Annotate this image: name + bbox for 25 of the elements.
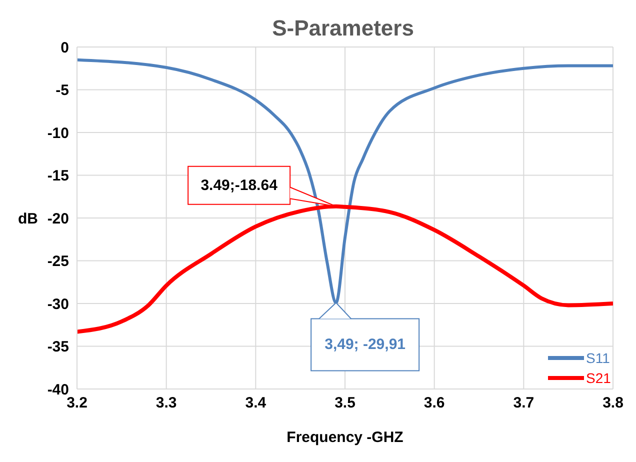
annotation: 3.49;-18.64 xyxy=(200,176,278,194)
y-tick-label: -20 xyxy=(47,210,69,228)
legend-label: S11 xyxy=(586,350,610,366)
y-tick-label: -15 xyxy=(47,168,69,185)
legend-label: S21 xyxy=(586,370,611,386)
y-tick-label: -40 xyxy=(47,381,69,398)
x-tick-label: 3.8 xyxy=(602,394,624,412)
annotation: 3,49; -29,91 xyxy=(324,336,406,354)
x-tick-label: 3.2 xyxy=(66,394,88,412)
y-tick-label: -5 xyxy=(56,82,69,100)
y-tick-label: -10 xyxy=(47,124,69,142)
y-tick-label: 0 xyxy=(60,39,69,56)
x-tick-label: 3.3 xyxy=(156,394,177,412)
line-series xyxy=(77,58,613,304)
x-tick-label: 3.5 xyxy=(334,394,356,412)
y-tick-label: -25 xyxy=(47,253,69,270)
y-tick-label: -35 xyxy=(47,338,69,356)
x-tick-label: 3.6 xyxy=(424,394,445,412)
y-axis-title: dB xyxy=(18,210,38,228)
chart-title: S-Parameters xyxy=(272,16,414,40)
y-tick-label: -30 xyxy=(47,296,69,313)
x-axis-title: Frequency -GHZ xyxy=(286,429,404,446)
x-tick-label: 3.4 xyxy=(245,394,267,412)
line-series xyxy=(77,204,613,334)
x-tick-label: 3.7 xyxy=(513,394,534,412)
